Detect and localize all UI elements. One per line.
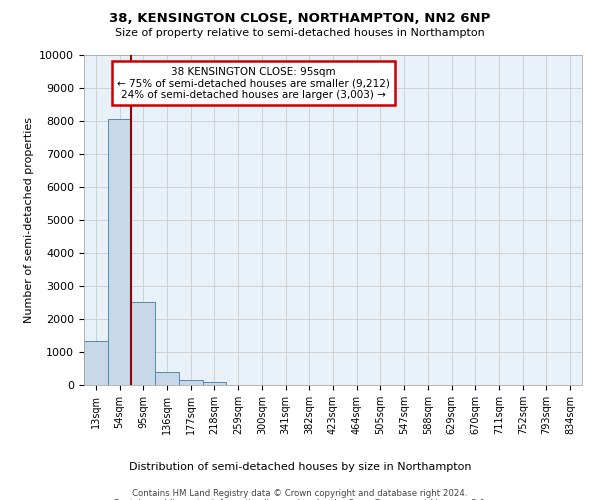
Text: Contains HM Land Registry data © Crown copyright and database right 2024.
Contai: Contains HM Land Registry data © Crown c… <box>113 489 487 500</box>
Y-axis label: Number of semi-detached properties: Number of semi-detached properties <box>24 117 34 323</box>
Text: 38 KENSINGTON CLOSE: 95sqm
← 75% of semi-detached houses are smaller (9,212)
24%: 38 KENSINGTON CLOSE: 95sqm ← 75% of semi… <box>117 66 390 100</box>
Bar <box>155 372 179 385</box>
Bar <box>84 342 108 385</box>
Bar <box>203 382 226 385</box>
Text: 38, KENSINGTON CLOSE, NORTHAMPTON, NN2 6NP: 38, KENSINGTON CLOSE, NORTHAMPTON, NN2 6… <box>109 12 491 26</box>
Bar <box>179 380 203 385</box>
Bar <box>108 120 131 385</box>
Bar <box>131 302 155 385</box>
Text: Size of property relative to semi-detached houses in Northampton: Size of property relative to semi-detach… <box>115 28 485 38</box>
Text: Distribution of semi-detached houses by size in Northampton: Distribution of semi-detached houses by … <box>129 462 471 472</box>
